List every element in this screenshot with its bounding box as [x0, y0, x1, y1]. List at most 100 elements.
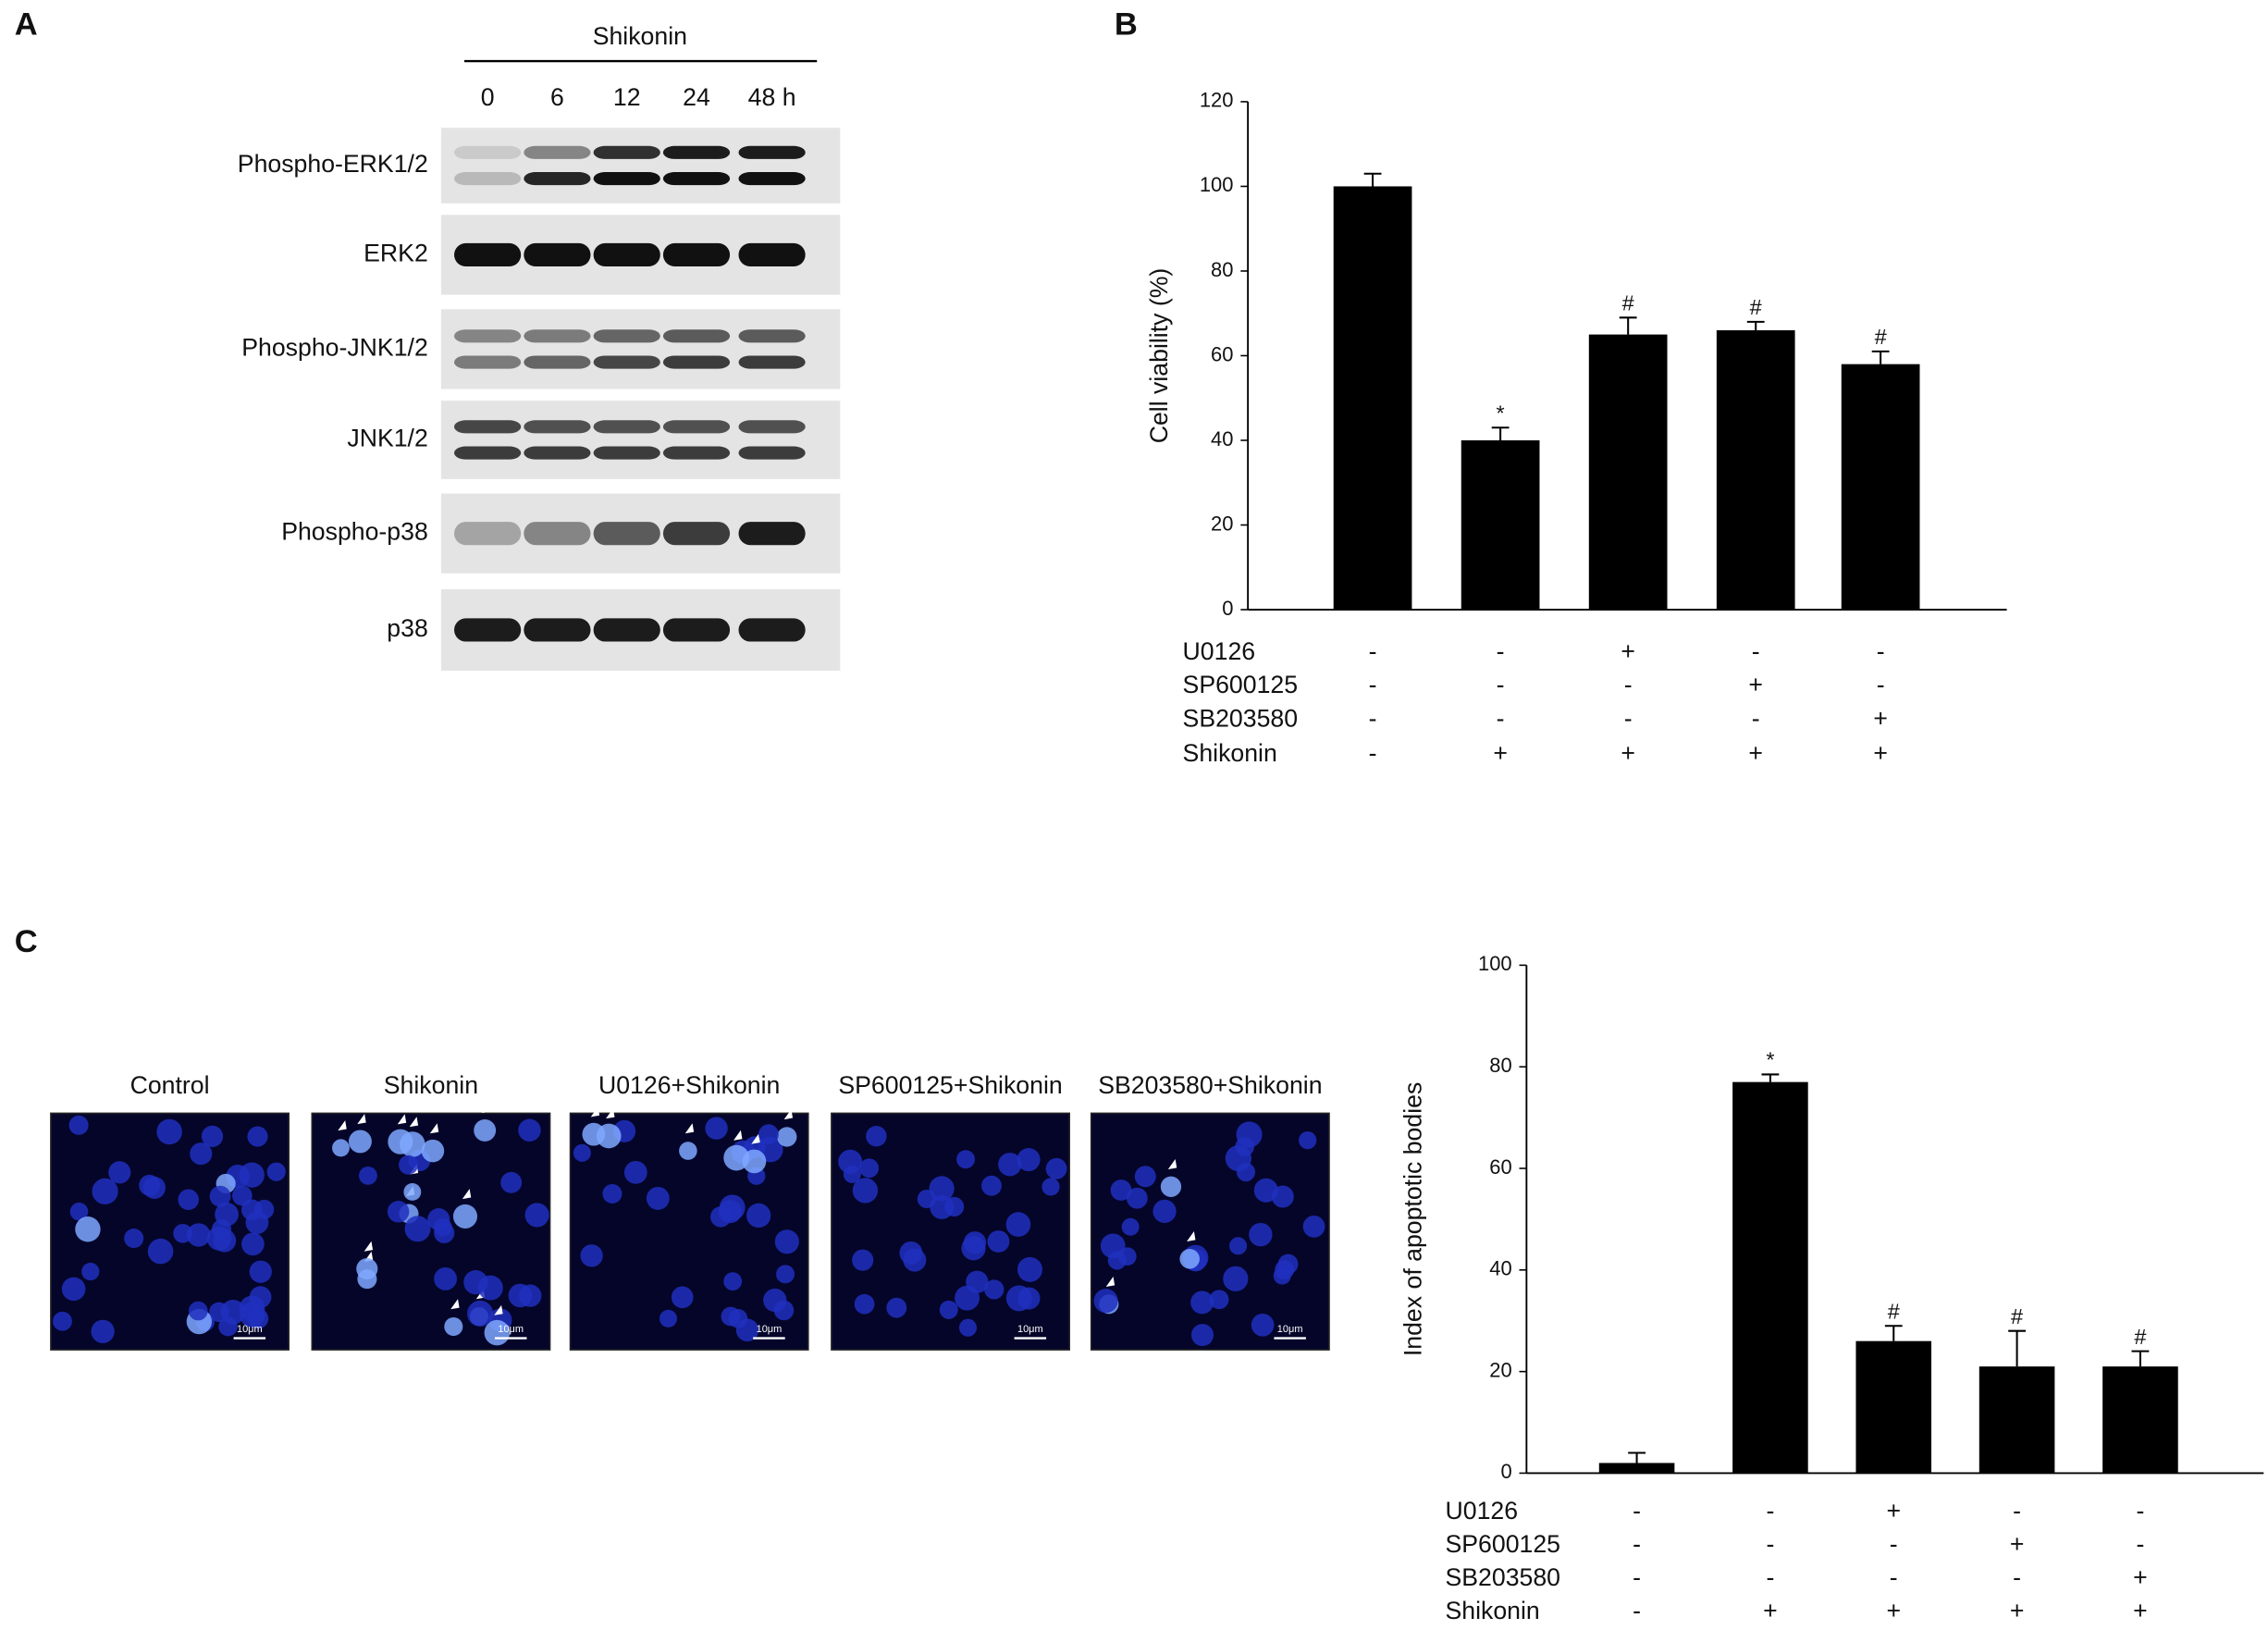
nucleus: [92, 1178, 118, 1204]
significance-mark: #: [1622, 290, 1634, 315]
nucleus: [421, 1139, 445, 1163]
significance-mark: #: [1888, 1299, 1900, 1323]
nucleus: [404, 1216, 431, 1242]
nucleus: [659, 1309, 677, 1327]
nucleus: [917, 1190, 936, 1209]
treatment-sign: -: [1369, 739, 1377, 767]
y-axis-label: Cell viability (%): [1145, 268, 1173, 444]
nucleus: [854, 1293, 875, 1315]
blot-band: [662, 145, 731, 159]
nucleus: [91, 1319, 115, 1343]
blot-band: [738, 329, 806, 343]
nucleus: [1042, 1178, 1060, 1196]
nucleus: [147, 1238, 174, 1265]
bar: [1716, 330, 1795, 611]
treatment-sign: -: [1369, 671, 1377, 698]
nucleus: [332, 1139, 350, 1157]
blot-row-label: Phospho-ERK1/2: [238, 150, 428, 178]
bar: [1333, 186, 1412, 611]
treatment-name: SP600125: [1183, 671, 1299, 698]
treatment-sign: +: [2133, 1597, 2148, 1624]
treatment-name: U0126: [1183, 637, 1256, 665]
blot-band: [738, 522, 806, 546]
blot-band: [524, 329, 591, 343]
bar: [2102, 1366, 2178, 1474]
blot-band: [524, 446, 591, 460]
blot-band: [454, 618, 522, 642]
treatment-sign: -: [1633, 1497, 1641, 1525]
panel-label: C: [15, 924, 38, 959]
treatment-sign: -: [2013, 1563, 2021, 1591]
panel-label: A: [15, 6, 38, 42]
nucleus: [1229, 1237, 1248, 1255]
nucleus: [956, 1150, 976, 1169]
error-bar: [2131, 1350, 2150, 1367]
blot-band: [662, 522, 731, 546]
arrow: [1187, 1231, 1196, 1241]
error-bar: [1628, 1451, 1646, 1463]
nucleus: [1107, 1251, 1127, 1270]
nucleus: [998, 1153, 1022, 1177]
scale-bar-label: 10μm: [498, 1324, 524, 1335]
error-bar: [1363, 172, 1382, 187]
blot-band: [454, 355, 522, 369]
nucleus: [1223, 1266, 1249, 1291]
blot-band: [524, 355, 591, 369]
nucleus: [61, 1277, 86, 1302]
nucleus: [735, 1318, 759, 1342]
nucleus: [981, 1175, 1002, 1196]
nucleus: [474, 1118, 497, 1142]
nucleus: [241, 1232, 265, 1256]
nucleus: [388, 1129, 413, 1155]
treatment-sign: -: [1497, 671, 1505, 698]
nucleus: [671, 1286, 694, 1309]
treatment-sign: -: [2013, 1497, 2021, 1525]
image-label: SB203580+Shikonin: [1098, 1071, 1322, 1099]
nucleus: [239, 1162, 265, 1188]
nucleus: [623, 1160, 647, 1184]
nucleus: [452, 1204, 478, 1229]
error-bar: [1619, 316, 1637, 335]
treatment-sign: -: [1633, 1597, 1641, 1624]
error-bar: [1871, 350, 1890, 364]
treatment-name: SP600125: [1446, 1530, 1561, 1558]
blot-band: [593, 420, 660, 434]
nucleus: [843, 1165, 861, 1183]
y-tick-label: 60: [1489, 1155, 1511, 1179]
arrow: [429, 1123, 439, 1134]
blot-band: [593, 145, 660, 159]
error-bar: [2008, 1329, 2027, 1367]
arrow: [606, 1108, 615, 1119]
blot-strip: [440, 401, 841, 479]
nucleus: [240, 1199, 263, 1221]
nucleus: [218, 1316, 238, 1337]
significance-mark: #: [1750, 295, 1762, 319]
nucleus: [500, 1171, 523, 1193]
nucleus: [209, 1185, 231, 1207]
nucleus: [1017, 1148, 1041, 1172]
image-label: Shikonin: [384, 1071, 478, 1099]
blot-band: [738, 420, 806, 434]
treatment-sign: -: [1890, 1563, 1898, 1591]
nucleus: [776, 1265, 795, 1284]
nucleus: [580, 1244, 603, 1267]
treatment-sign: -: [1877, 637, 1885, 665]
scale-bar-label: 10μm: [1277, 1324, 1303, 1335]
nucleus: [929, 1176, 955, 1202]
nucleus: [1017, 1287, 1041, 1310]
nucleus: [399, 1155, 419, 1175]
bar: [1841, 364, 1920, 611]
nucleus: [1209, 1290, 1229, 1310]
blot-band: [593, 242, 660, 267]
image-label: Control: [130, 1071, 210, 1099]
treatment-sign: -: [1890, 1530, 1898, 1558]
blot-band: [524, 522, 591, 546]
nucleus: [356, 1258, 378, 1280]
nucleus: [710, 1206, 732, 1228]
nucleus: [774, 1229, 799, 1254]
nucleus: [602, 1183, 622, 1204]
y-tick-label: 80: [1489, 1054, 1511, 1077]
nucleus: [518, 1118, 541, 1142]
